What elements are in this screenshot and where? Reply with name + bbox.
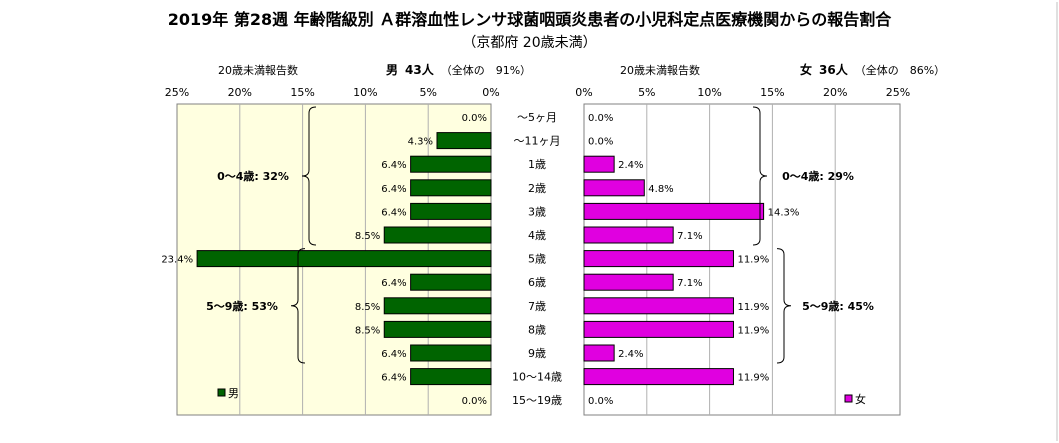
female-x-tick-label: 10%: [697, 86, 721, 99]
female-value-label: 2.4%: [618, 160, 643, 171]
female-value-label: 11.9%: [737, 325, 769, 336]
male-summary: 男 43人 （全体の 91%）: [386, 61, 531, 78]
female-x-tick-label: 20%: [823, 86, 847, 99]
female-x-tick-label: 0%: [575, 86, 592, 99]
age-category-label: ～5ヶ月: [517, 111, 557, 124]
age-category-label: ～11ヶ月: [514, 135, 561, 148]
age-category-label: 4歳: [528, 229, 546, 242]
male-x-tick-label: 0%: [482, 86, 499, 99]
male-5-9-label: 5～9歳: 53%: [206, 299, 278, 313]
female-value-label: 11.9%: [737, 255, 769, 266]
female-bar: [583, 202, 765, 220]
age-category-label: 5歳: [528, 253, 546, 266]
age-category-label: 1歳: [528, 158, 546, 171]
male-value-label: 6.4%: [381, 207, 406, 218]
female-value-label: 2.4%: [618, 349, 643, 360]
female-bar: [583, 273, 674, 291]
female-share: （全体の 86%）: [854, 64, 946, 77]
female-bar: [583, 320, 734, 338]
female-value-label: 0.0%: [588, 113, 613, 124]
male-value-label: 0.0%: [462, 113, 487, 124]
male-bar: [410, 344, 492, 362]
age-category-label: 3歳: [528, 205, 546, 218]
female-bar: [583, 368, 734, 386]
male-x-tick-label: 15%: [290, 86, 314, 99]
male-value-label: 6.4%: [381, 349, 406, 360]
female-legend-swatch: [844, 394, 853, 403]
female-value-label: 7.1%: [677, 231, 702, 242]
female-value-label: 7.1%: [677, 278, 702, 289]
female-bar: [583, 344, 615, 362]
male-bar: [383, 297, 492, 315]
female-bar: [583, 155, 615, 173]
male-label: 男: [386, 63, 399, 77]
male-legend-swatch: [217, 388, 226, 397]
male-value-label: 8.5%: [355, 231, 380, 242]
male-x-tick-label: 10%: [353, 86, 377, 99]
age-category-label: 10～14歳: [512, 371, 562, 384]
female-0-4-label: 0～4歳: 29%: [782, 169, 854, 183]
female-5-9-label: 5～9歳: 45%: [802, 299, 874, 313]
male-bar: [383, 226, 492, 244]
age-category-label: 6歳: [528, 276, 546, 289]
male-bar: [436, 132, 492, 150]
female-value-label: 11.9%: [737, 373, 769, 384]
female-count: 36人: [819, 63, 848, 77]
female-value-label: 0.0%: [588, 137, 613, 148]
age-category-label: 9歳: [528, 347, 546, 360]
male-value-label: 0.0%: [462, 396, 487, 407]
female-bar: [583, 179, 645, 197]
male-value-label: 6.4%: [381, 160, 406, 171]
male-bar: [196, 250, 492, 268]
male-x-tick-label: 20%: [228, 86, 252, 99]
chart-subtitle: （京都府 20歳未満）: [462, 35, 597, 51]
male-value-label: 6.4%: [381, 184, 406, 195]
female-report-caption: 20歳未満報告数: [620, 64, 700, 77]
female-value-label: 14.3%: [768, 207, 800, 218]
female-label: 女: [800, 63, 813, 77]
male-bar: [410, 179, 492, 197]
male-bar: [383, 320, 492, 338]
female-value-label: 11.9%: [737, 302, 769, 313]
male-legend-label: 男: [228, 387, 239, 400]
male-value-label: 8.5%: [355, 302, 380, 313]
chart-title: 2019年 第28週 年齢階級別 Ａ群溶血性レンサ球菌咽頭炎患者の小児科定点医療…: [167, 10, 892, 29]
female-5-9-bracket: [776, 248, 792, 364]
female-legend-label: 女: [855, 392, 866, 406]
male-bar: [410, 368, 492, 386]
male-count: 43人: [405, 63, 434, 77]
male-bar: [410, 273, 492, 291]
male-value-label: 6.4%: [381, 278, 406, 289]
female-bar: [583, 297, 734, 315]
female-x-tick-label: 15%: [760, 86, 784, 99]
female-0-4-bracket: [752, 106, 768, 246]
male-x-tick-label: 25%: [165, 86, 189, 99]
female-value-label: 4.8%: [648, 184, 673, 195]
female-x-tick-label: 25%: [886, 86, 910, 99]
male-share: （全体の 91%）: [440, 64, 532, 77]
female-x-tick-label: 5%: [638, 86, 655, 99]
male-value-label: 6.4%: [381, 373, 406, 384]
male-value-label: 4.3%: [408, 137, 433, 148]
male-0-4-label: 0～4歳: 32%: [217, 169, 289, 183]
age-category-label: 2歳: [528, 182, 546, 195]
male-value-label: 8.5%: [355, 325, 380, 336]
male-0-4-bracket: [301, 106, 317, 246]
female-bar: [583, 226, 674, 244]
female-value-label: 0.0%: [588, 396, 613, 407]
female-bar: [583, 250, 734, 268]
male-bar: [410, 202, 492, 220]
female-summary: 女 36人 （全体の 86%）: [800, 61, 945, 78]
male-x-tick-label: 5%: [419, 86, 436, 99]
age-category-label: 15～19歳: [512, 394, 562, 407]
male-5-9-bracket: [290, 248, 306, 364]
male-value-label: 23.4%: [161, 255, 193, 266]
age-category-label: 8歳: [528, 323, 546, 336]
male-report-caption: 20歳未満報告数: [218, 64, 298, 77]
age-category-label: 7歳: [528, 300, 546, 313]
male-bar: [410, 155, 492, 173]
